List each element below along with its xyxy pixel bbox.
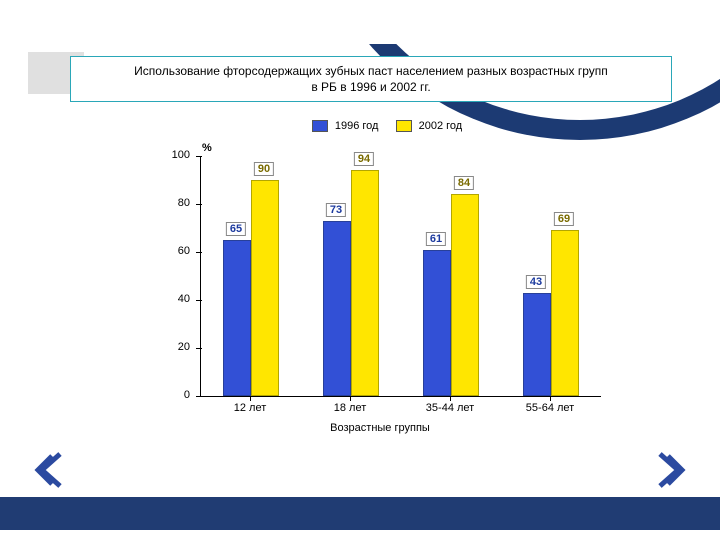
bar	[423, 250, 451, 396]
bar	[351, 170, 379, 396]
value-label: 43	[526, 275, 546, 289]
x-tick-mark	[350, 396, 351, 401]
title-line2: в РБ в 1996 и 2002 гг.	[311, 80, 430, 94]
y-tick-mark	[196, 300, 202, 301]
bottom-band	[0, 500, 720, 530]
y-tick-label: 80	[150, 197, 190, 209]
chevron-left-icon	[32, 450, 72, 490]
bar	[523, 293, 551, 396]
bar	[251, 180, 279, 396]
y-tick-label: 100	[150, 149, 190, 161]
x-tick-label: 12 лет	[234, 402, 267, 414]
x-tick-label: 18 лет	[334, 402, 367, 414]
chevron-right-icon	[648, 450, 688, 490]
y-axis-title: %	[202, 142, 212, 154]
bar	[223, 240, 251, 396]
bar	[551, 230, 579, 396]
value-label: 84	[454, 176, 474, 190]
chart: 1996 год 2002 год % Возрастные группы 0 2…	[150, 120, 610, 460]
x-axis-title: Возрастные группы	[150, 422, 610, 434]
slide: Использование фторсодержащих зубных паст…	[0, 0, 720, 540]
prev-button[interactable]	[32, 450, 72, 490]
y-tick-label: 60	[150, 245, 190, 257]
y-tick-label: 20	[150, 341, 190, 353]
legend-swatch-2002	[396, 120, 412, 132]
y-tick-label: 40	[150, 293, 190, 305]
x-tick-mark	[450, 396, 451, 401]
y-tick-mark	[196, 204, 202, 205]
x-tick-label: 55-64 лет	[526, 402, 574, 414]
value-label: 65	[226, 222, 246, 236]
bar	[451, 194, 479, 396]
legend-label-1996: 1996 год	[335, 120, 379, 132]
y-tick-mark	[196, 252, 202, 253]
value-label: 90	[254, 162, 274, 176]
next-button[interactable]	[648, 450, 688, 490]
x-tick-mark	[250, 396, 251, 401]
x-tick-mark	[550, 396, 551, 401]
top-band	[0, 0, 720, 44]
y-tick-mark	[196, 156, 202, 157]
y-tick-label: 0	[150, 389, 190, 401]
value-label: 73	[326, 203, 346, 217]
title-box: Использование фторсодержащих зубных паст…	[70, 56, 672, 102]
title-line1: Использование фторсодержащих зубных паст…	[134, 64, 608, 78]
y-tick-mark	[196, 348, 202, 349]
bar	[323, 221, 351, 396]
value-label: 69	[554, 212, 574, 226]
legend-swatch-1996	[312, 120, 328, 132]
legend-label-2002: 2002 год	[419, 120, 463, 132]
y-tick-mark	[196, 396, 202, 397]
legend: 1996 год 2002 год	[150, 120, 610, 132]
value-label: 61	[426, 232, 446, 246]
value-label: 94	[354, 152, 374, 166]
x-tick-label: 35-44 лет	[426, 402, 474, 414]
